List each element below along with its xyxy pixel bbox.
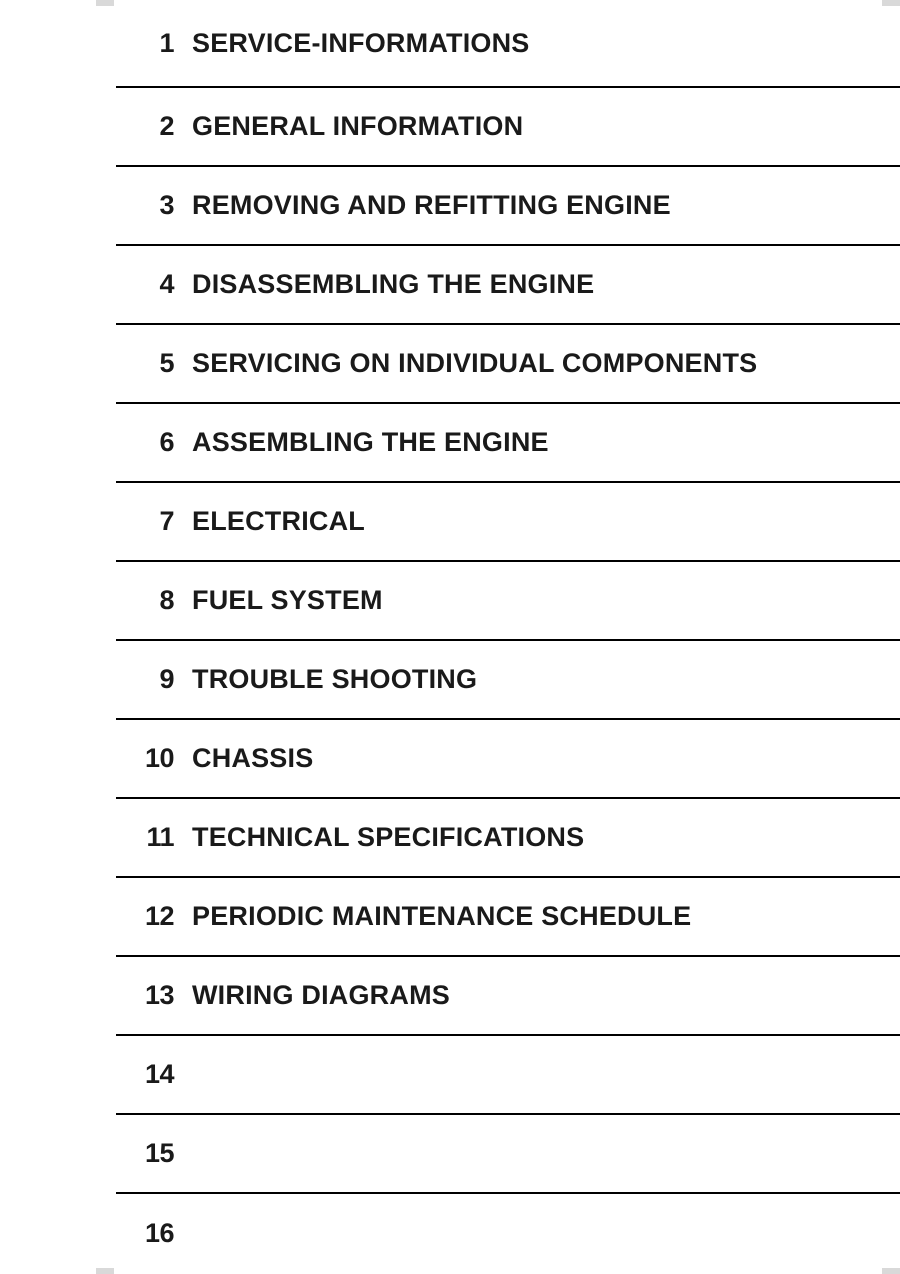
toc-title: DISASSEMBLING THE ENGINE [192, 269, 594, 300]
toc-number: 2 [116, 111, 192, 142]
crop-mark-bottom-left [96, 1268, 114, 1274]
toc-title: TECHNICAL SPECIFICATIONS [192, 822, 584, 853]
toc-row: 9 TROUBLE SHOOTING [116, 641, 900, 720]
table-of-contents: 1 SERVICE-INFORMATIONS 2 GENERAL INFORMA… [116, 24, 900, 1273]
toc-row: 14 [116, 1036, 900, 1115]
toc-title: ASSEMBLING THE ENGINE [192, 427, 549, 458]
toc-row: 15 [116, 1115, 900, 1194]
toc-row: 13 WIRING DIAGRAMS [116, 957, 900, 1036]
toc-row: 3 REMOVING AND REFITTING ENGINE [116, 167, 900, 246]
toc-row: 7 ELECTRICAL [116, 483, 900, 562]
toc-title: REMOVING AND REFITTING ENGINE [192, 190, 671, 221]
toc-number: 1 [116, 24, 192, 59]
toc-number: 3 [116, 190, 192, 221]
toc-number: 9 [116, 664, 192, 695]
toc-number: 15 [116, 1138, 192, 1169]
page-frame: 1 SERVICE-INFORMATIONS 2 GENERAL INFORMA… [0, 0, 900, 1274]
toc-title: TROUBLE SHOOTING [192, 664, 477, 695]
toc-row: 12 PERIODIC MAINTENANCE SCHEDULE [116, 878, 900, 957]
toc-number: 13 [116, 980, 192, 1011]
toc-row: 8 FUEL SYSTEM [116, 562, 900, 641]
toc-row: 5 SERVICING ON INDIVIDUAL COMPONENTS [116, 325, 900, 404]
toc-row: 16 [116, 1194, 900, 1273]
toc-number: 10 [116, 743, 192, 774]
toc-row: 4 DISASSEMBLING THE ENGINE [116, 246, 900, 325]
toc-title: WIRING DIAGRAMS [192, 980, 450, 1011]
toc-number: 14 [116, 1059, 192, 1090]
toc-number: 16 [116, 1218, 192, 1249]
toc-number: 5 [116, 348, 192, 379]
toc-title: FUEL SYSTEM [192, 585, 383, 616]
toc-row: 6 ASSEMBLING THE ENGINE [116, 404, 900, 483]
crop-mark-top-right [882, 0, 900, 6]
toc-title: SERVICE-INFORMATIONS [192, 24, 530, 59]
toc-title: PERIODIC MAINTENANCE SCHEDULE [192, 901, 691, 932]
toc-row: 11 TECHNICAL SPECIFICATIONS [116, 799, 900, 878]
toc-title: GENERAL INFORMATION [192, 111, 523, 142]
toc-number: 12 [116, 901, 192, 932]
toc-row: 1 SERVICE-INFORMATIONS [116, 24, 900, 88]
toc-number: 11 [116, 822, 192, 853]
toc-number: 6 [116, 427, 192, 458]
toc-number: 7 [116, 506, 192, 537]
toc-row: 2 GENERAL INFORMATION [116, 88, 900, 167]
toc-number: 4 [116, 269, 192, 300]
toc-row: 10 CHASSIS [116, 720, 900, 799]
toc-number: 8 [116, 585, 192, 616]
toc-title: ELECTRICAL [192, 506, 365, 537]
crop-mark-top-left [96, 0, 114, 6]
toc-title: CHASSIS [192, 743, 313, 774]
toc-title: SERVICING ON INDIVIDUAL COMPONENTS [192, 348, 757, 379]
